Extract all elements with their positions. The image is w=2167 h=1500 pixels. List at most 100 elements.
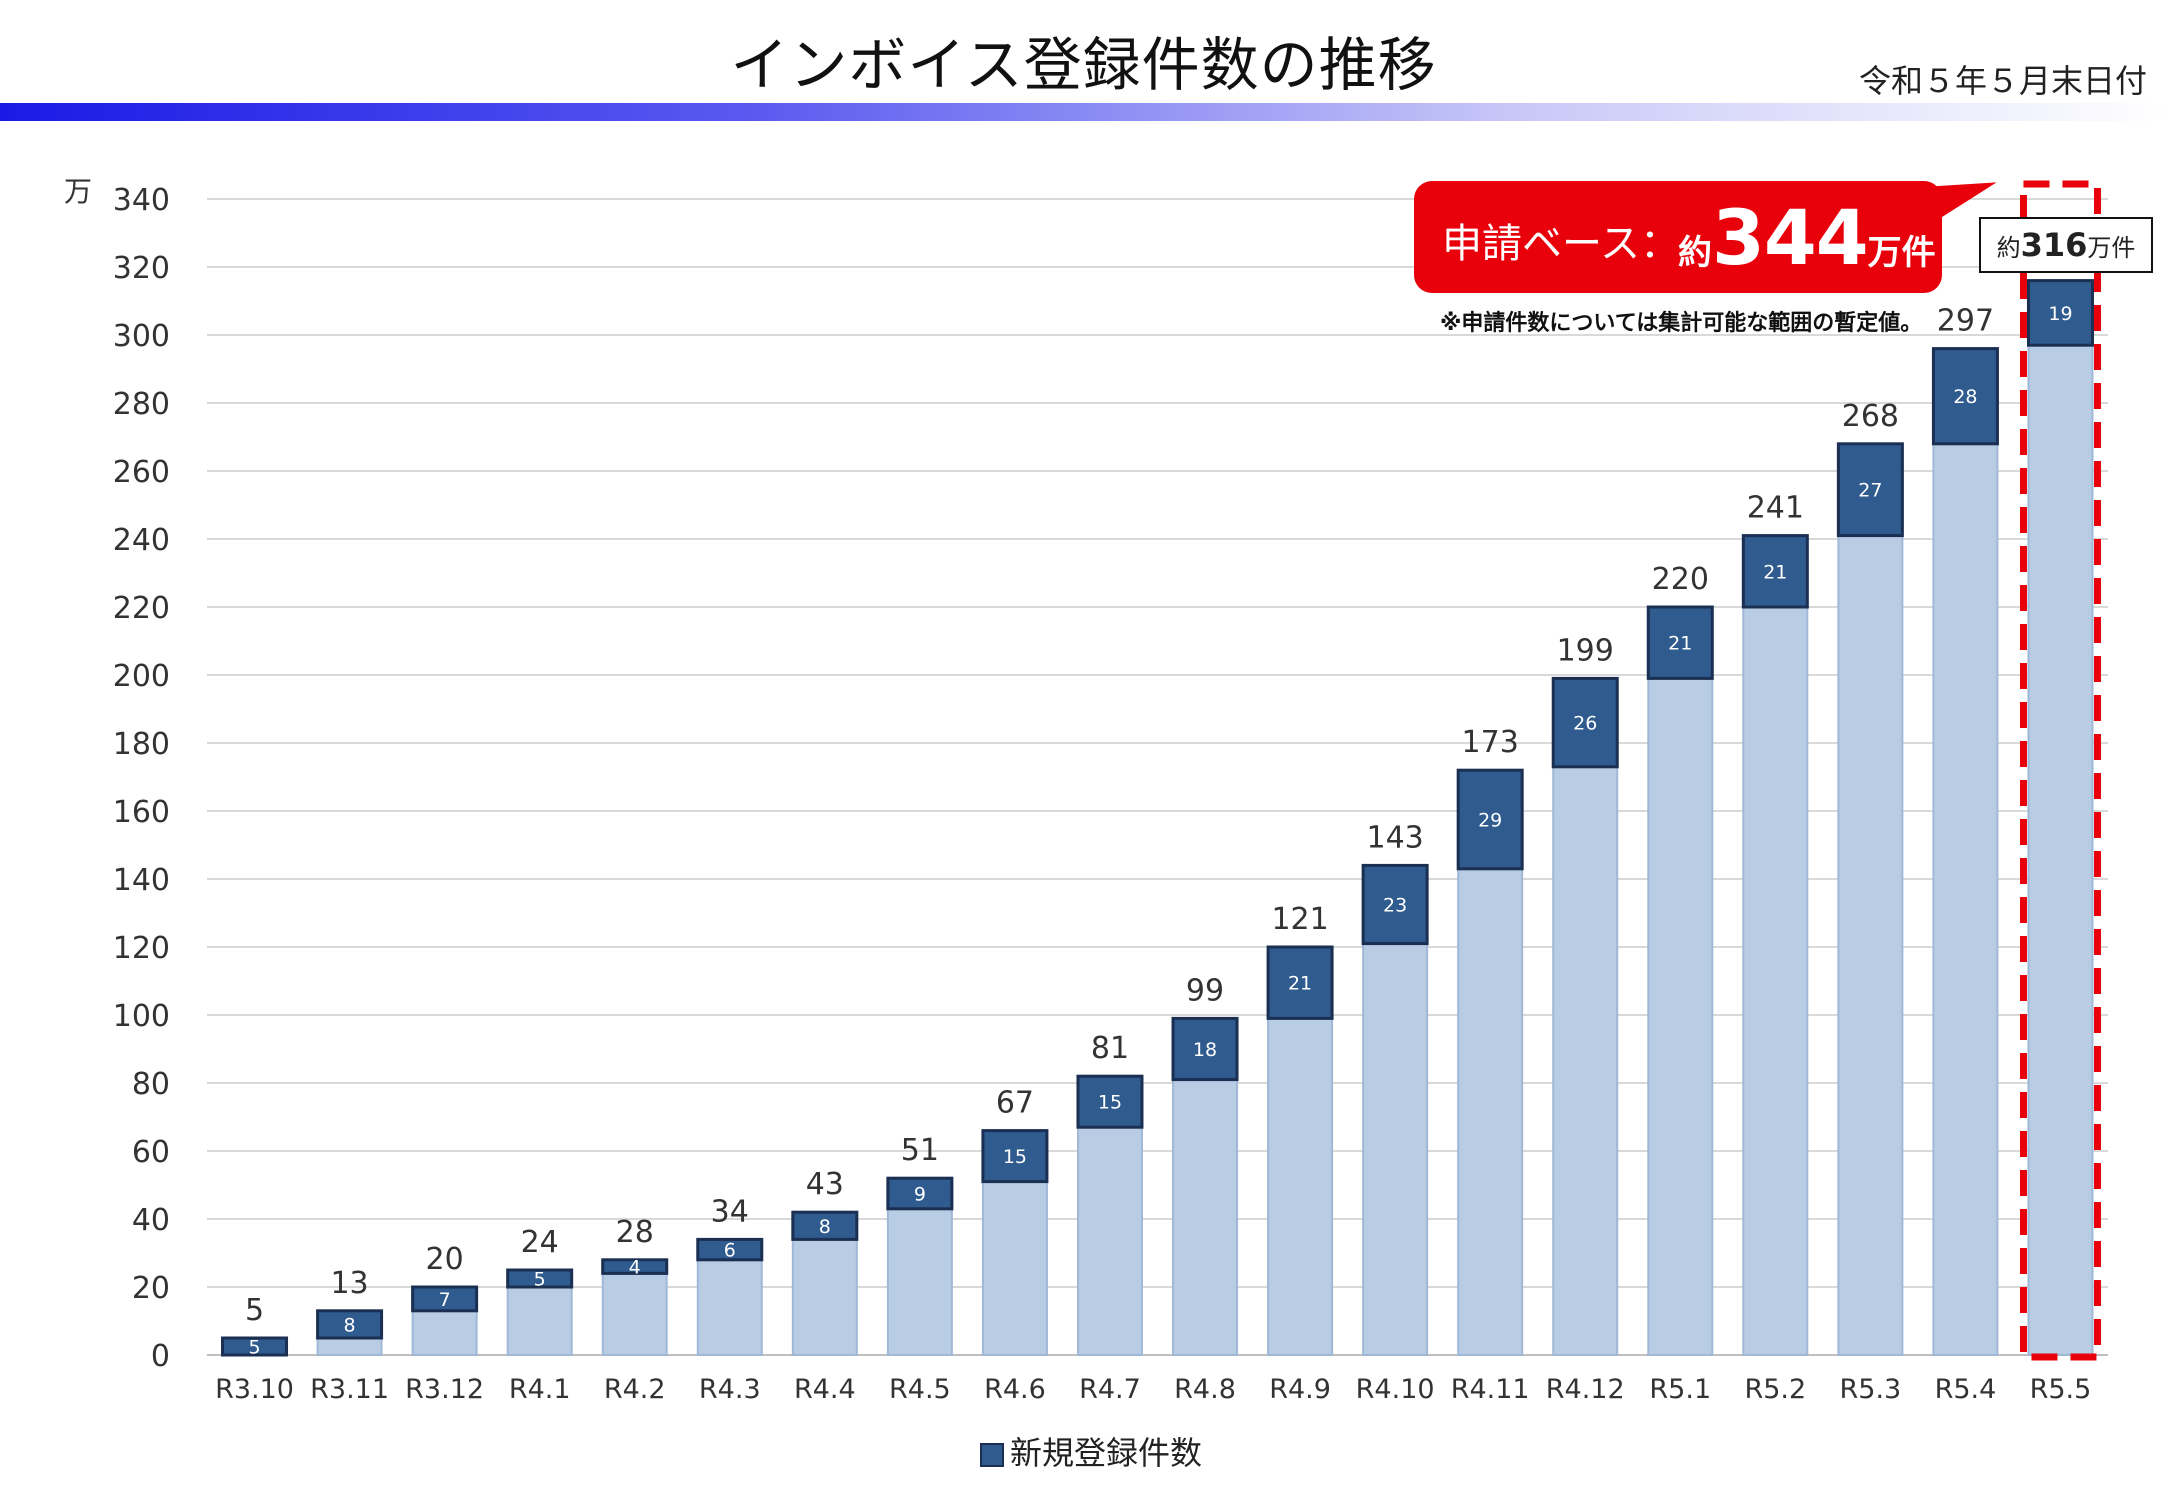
approx-unit: 万件 [2087, 234, 2136, 262]
segment-data-label: 15 [1003, 1146, 1027, 1168]
new-registrations-bar [1551, 676, 1619, 769]
base-bar [886, 1207, 953, 1357]
new-registrations-bar [316, 1309, 384, 1340]
total-data-label: 13 [330, 1266, 368, 1301]
base-bar [411, 1309, 478, 1357]
base-bar [981, 1180, 1048, 1356]
base-bar [1932, 442, 1999, 1356]
base-bar [1552, 765, 1619, 1356]
x-tick-label: R5.1 [1649, 1374, 1711, 1405]
approx-prefix: 約 [1996, 234, 2021, 262]
total-data-label: 34 [711, 1194, 749, 1229]
new-registrations-bar [1171, 1016, 1239, 1082]
total-data-label: 43 [806, 1167, 844, 1202]
new-registrations-bar [2026, 279, 2094, 347]
total-data-label: 24 [521, 1225, 559, 1260]
total-data-label: 241 [1747, 491, 1804, 526]
title-underline-bar [0, 103, 2167, 121]
y-tick-label: 20 [132, 1271, 170, 1306]
y-tick-label: 120 [113, 931, 170, 966]
total-data-label: 20 [426, 1242, 464, 1277]
x-tick-label: R4.12 [1546, 1374, 1625, 1405]
new-registrations-bar [1836, 442, 1904, 538]
x-tick-label: R4.5 [889, 1374, 951, 1405]
segment-data-label: 21 [1288, 973, 1312, 995]
callout-value-prefix: 約 [1678, 233, 1712, 273]
segment-data-label: 19 [2048, 303, 2072, 325]
callout-note: ※申請件数については集計可能な範囲の暫定値。 [1440, 311, 1923, 336]
x-tick-label: R4.7 [1079, 1374, 1141, 1405]
x-tick-label: R4.4 [794, 1374, 856, 1405]
segment-data-label: 5 [534, 1269, 546, 1291]
x-tick-label: R5.2 [1744, 1374, 1806, 1405]
total-data-label: 99 [1186, 973, 1224, 1008]
y-tick-label: 40 [132, 1203, 170, 1238]
y-tick-label: 180 [113, 727, 170, 762]
base-bar [1076, 1126, 1143, 1356]
new-registrations-bar [411, 1285, 479, 1313]
total-data-label: 67 [996, 1086, 1034, 1121]
y-tick-label: 300 [113, 319, 170, 354]
y-axis-unit-label: 万 [64, 175, 92, 208]
base-bar [1647, 677, 1714, 1356]
y-tick-label: 220 [113, 591, 170, 626]
new-registrations-bar [1741, 534, 1809, 609]
base-bar [1362, 942, 1429, 1356]
base-bar [1457, 867, 1524, 1356]
new-registrations-bar [1076, 1074, 1144, 1129]
segment-data-label: 21 [1668, 633, 1692, 655]
new-registrations-bar [886, 1176, 954, 1211]
new-registrations-bar [791, 1210, 859, 1241]
total-data-label: 28 [616, 1215, 654, 1250]
callout-value-number: 344 [1712, 193, 1869, 282]
total-data-label: 143 [1366, 820, 1423, 855]
y-tick-label: 60 [132, 1135, 170, 1170]
y-tick-label: 240 [113, 523, 170, 558]
segment-data-label: 29 [1478, 810, 1502, 832]
new-registrations-bar [601, 1258, 669, 1275]
new-registrations-bar [221, 1336, 289, 1357]
y-tick-label: 100 [113, 999, 170, 1034]
new-registrations-bar [1266, 945, 1334, 1020]
legend-swatch-new [980, 1443, 1004, 1467]
legend-label-new: 新規登録件数 [1010, 1434, 1203, 1472]
new-registrations-bar [1646, 605, 1714, 680]
base-bar [1742, 606, 1809, 1356]
segment-data-label: 21 [1763, 561, 1787, 583]
base-bar [1172, 1078, 1239, 1356]
x-tick-label: R4.9 [1269, 1374, 1331, 1405]
page-title: インボイス登録件数の推移 [730, 31, 1437, 99]
base-bar [791, 1238, 858, 1357]
segment-data-label: 27 [1858, 480, 1882, 502]
segment-data-label: 8 [344, 1314, 356, 1336]
total-data-label: 5 [245, 1293, 264, 1328]
x-tick-label: R5.5 [2030, 1374, 2092, 1405]
y-tick-label: 0 [151, 1339, 170, 1374]
total-data-label: 297 [1937, 304, 1994, 339]
y-tick-label: 340 [113, 183, 170, 218]
y-tick-label: 140 [113, 863, 170, 898]
x-tick-label: R4.11 [1451, 1374, 1530, 1405]
new-registrations-bar [1931, 347, 1999, 446]
total-data-label: 220 [1652, 562, 1709, 597]
x-tick-label: R4.2 [604, 1374, 666, 1405]
x-tick-label: R3.10 [215, 1374, 294, 1405]
total-data-label: 173 [1462, 725, 1519, 760]
base-bar [316, 1337, 383, 1356]
date-note: 令和５年５月末日付 [1858, 62, 2147, 100]
new-registrations-bar [1361, 863, 1429, 946]
callout-value-unit: 万件 [1867, 233, 1936, 273]
x-tick-label: R3.12 [405, 1374, 484, 1405]
legend: 新規登録件数 [980, 1428, 1202, 1474]
segment-data-label: 6 [724, 1240, 736, 1262]
base-bar [1837, 534, 1904, 1356]
segment-data-label: 26 [1573, 713, 1597, 735]
new-registrations-bar [506, 1268, 574, 1289]
total-data-label: 268 [1842, 399, 1899, 434]
segment-data-label: 28 [1953, 386, 1977, 408]
total-data-label: 199 [1557, 633, 1614, 668]
base-bar [2027, 344, 2094, 1356]
y-tick-label: 200 [113, 659, 170, 694]
base-bar [1267, 1017, 1334, 1357]
x-tick-label: R4.1 [509, 1374, 571, 1405]
